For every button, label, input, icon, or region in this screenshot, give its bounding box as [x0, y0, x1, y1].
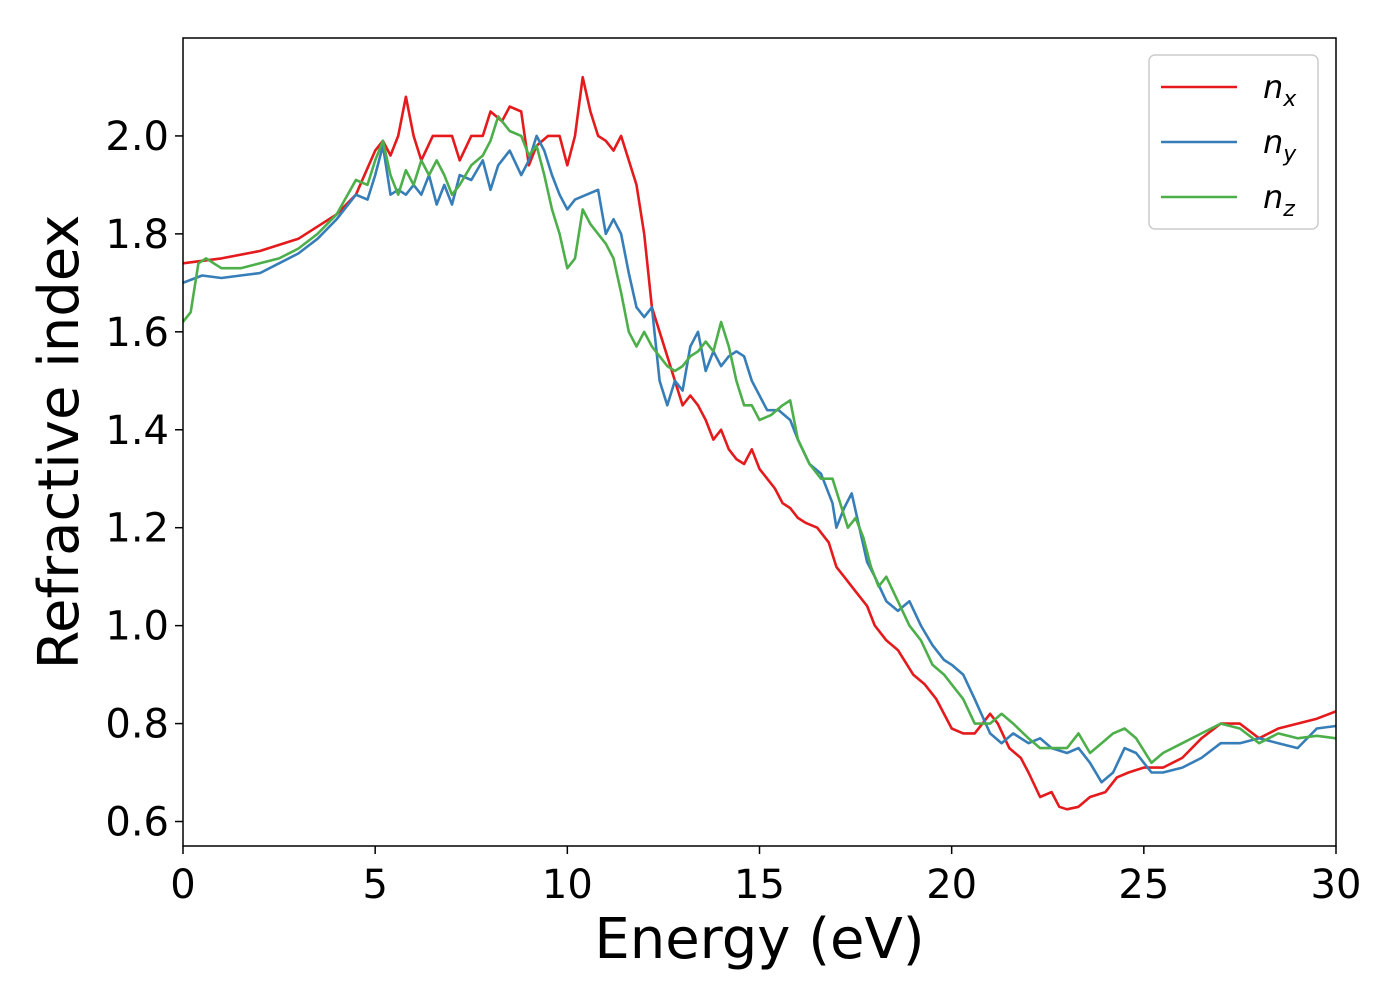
legend-label-x: nx — [1263, 68, 1297, 112]
legend-label-y: ny — [1263, 123, 1297, 167]
y-tick-label: 1.8 — [105, 212, 169, 258]
y-tick-label: 1.4 — [105, 408, 169, 454]
y-tick-label: 0.8 — [105, 702, 169, 748]
x-tick-label: 20 — [926, 862, 977, 908]
y-axis-title: Refractive index — [27, 215, 92, 670]
y-tick-label: 1.2 — [105, 506, 169, 552]
y-tick-label: 2.0 — [105, 114, 169, 160]
x-axis: 0 5 10 15 20 25 30 — [170, 846, 1361, 908]
y-tick-label: 1.6 — [105, 310, 169, 356]
x-tick-label: 15 — [734, 862, 785, 908]
series-layer — [183, 75, 1336, 811]
x-tick-label: 0 — [170, 862, 195, 908]
x-tick-label: 5 — [362, 862, 387, 908]
series-line-n-x — [183, 75, 1336, 811]
legend: nx ny nz — [1148, 54, 1319, 230]
y-tick-label: 0.6 — [105, 800, 169, 846]
x-tick-label: 30 — [1311, 862, 1362, 908]
y-axis: 0.6 0.8 1.0 1.2 1.4 1.6 1.8 2.0 — [105, 114, 183, 846]
legend-label-z: nz — [1263, 178, 1295, 222]
x-tick-label: 25 — [1118, 862, 1169, 908]
y-tick-label: 1.0 — [105, 604, 169, 650]
series-line-n-y — [183, 134, 1336, 784]
x-axis-title: Energy (eV) — [594, 907, 924, 972]
series-line-n-z — [183, 115, 1336, 765]
x-tick-label: 10 — [542, 862, 593, 908]
